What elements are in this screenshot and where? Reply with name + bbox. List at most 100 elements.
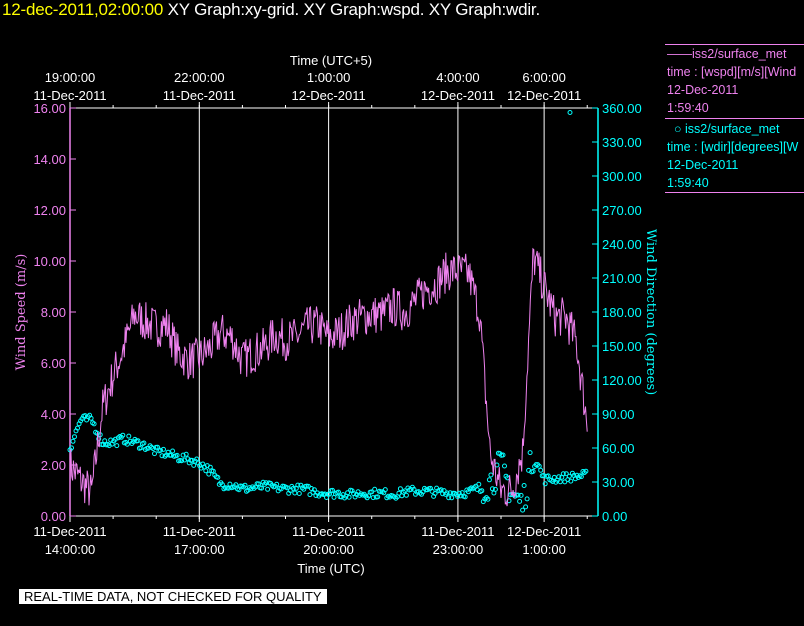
legend-wspd: ——iss2/surface_met time : [wspd][m/s][Wi… <box>667 45 804 117</box>
right-tick-label: 300.00 <box>602 169 642 184</box>
x-tick-label-date: 11-Dec-2011 <box>33 524 106 539</box>
wdir-point <box>91 421 97 427</box>
x-top-tick-label-date: 11-Dec-2011 <box>163 88 236 103</box>
tick-labels: 11-Dec-2011 14:00:00 11-Dec-2011 17:00:00 11… <box>33 70 641 557</box>
grid-lines <box>198 108 545 516</box>
left-tick-label: 16.00 <box>33 101 66 116</box>
x-top-tick-label-time: 19:00:00 <box>45 70 96 85</box>
right-tick-label: 150.00 <box>602 339 642 354</box>
wdir-point <box>560 471 566 477</box>
wdir-point <box>265 486 271 492</box>
quality-warning: REAL-TIME DATA, NOT CHECKED FOR QUALITY <box>19 589 327 604</box>
wdir-point <box>180 452 186 458</box>
right-tick-label: 180.00 <box>602 305 642 320</box>
wdir-point <box>523 504 529 510</box>
wdir-point <box>120 432 126 438</box>
wspd-line <box>69 247 588 507</box>
wdir-point <box>527 450 533 456</box>
wdir-point <box>489 486 495 492</box>
wdir-point <box>108 437 114 443</box>
wdir-point <box>183 451 189 457</box>
x-top-tick-label-date: 11-Dec-2011 <box>33 88 106 103</box>
header-datetime: 12-dec-2011,02:00:00 <box>2 0 164 19</box>
wdir-point <box>152 451 157 457</box>
right-tick-label: 270.00 <box>602 203 642 218</box>
wdir-point <box>432 491 438 496</box>
wdir-point <box>263 480 269 486</box>
left-tick-label: 12.00 <box>33 203 66 218</box>
wdir-point <box>287 488 293 494</box>
left-tick-label: 4.00 <box>41 407 66 422</box>
wdir-point <box>191 462 197 468</box>
wdir-point <box>563 471 569 477</box>
x-top-tick-label-date: 12-Dec-2011 <box>421 88 495 103</box>
wdir-point <box>538 467 544 473</box>
wdir-point <box>524 496 530 502</box>
legend-wspd-date: 12-Dec-2011 <box>667 83 739 97</box>
graph-header: 12-dec-2011,02:00:00 XY Graph:xy-grid. X… <box>2 0 540 20</box>
wdir-point <box>296 491 302 496</box>
wdir-point <box>179 458 185 464</box>
wdir-point <box>382 487 388 493</box>
legend-divider-3 <box>665 192 804 193</box>
wdir-point <box>182 457 188 463</box>
wdir-point <box>311 487 317 493</box>
wdir-point <box>295 482 301 488</box>
wdir-point <box>566 473 572 479</box>
wdir-point <box>233 482 239 488</box>
wdir-point <box>578 474 584 480</box>
chart-axes <box>69 102 599 522</box>
wdir-point <box>568 478 574 484</box>
x-axis-label-bottom: Time (UTC) <box>297 561 364 576</box>
wdir-point <box>158 447 163 453</box>
x-tick-label-date: 11-Dec-2011 <box>163 524 236 539</box>
legend-divider-2 <box>665 118 804 119</box>
wdir-point <box>174 452 180 458</box>
wdir-point <box>438 487 444 493</box>
wdir-point <box>402 488 408 494</box>
legend-wdir-name: iss2/surface_met <box>685 122 780 136</box>
legend-wdir-variable: time : [wdir][degrees][W <box>667 140 799 154</box>
x-top-tick-label-time: 6:00:00 <box>522 70 565 85</box>
wdir-point <box>219 482 225 488</box>
wdir-point <box>506 498 512 504</box>
left-tick-label: 2.00 <box>41 458 66 473</box>
x-top-tick-label-date: 12-Dec-2011 <box>507 88 581 103</box>
wdir-outlier-point <box>567 110 573 115</box>
wdir-point <box>242 482 248 488</box>
x-tick-label-time: 1:00:00 <box>522 542 565 557</box>
wdir-point <box>284 485 290 491</box>
left-tick-label: 10.00 <box>33 254 66 269</box>
wdir-point <box>82 413 88 419</box>
wdir-point <box>206 471 212 477</box>
wdir-point <box>290 485 296 491</box>
wdir-point <box>124 441 130 447</box>
wdir-point <box>170 448 176 454</box>
circle-symbol-icon: ○ <box>673 122 682 136</box>
right-tick-label: 60.00 <box>602 441 635 456</box>
wdir-point <box>345 490 351 496</box>
right-tick-label: 210.00 <box>602 271 642 286</box>
wdir-point <box>114 443 120 449</box>
x-top-tick-label-time: 22:00:00 <box>174 70 225 85</box>
wdir-point <box>203 468 209 474</box>
left-tick-label: 0.00 <box>41 509 66 524</box>
wdir-point <box>583 468 589 474</box>
x-top-tick-label-date: 12-Dec-2011 <box>292 88 366 103</box>
wdir-point <box>447 490 453 496</box>
right-tick-label: 0.00 <box>602 509 627 524</box>
wdir-point <box>486 477 492 483</box>
wdir-point <box>444 490 450 496</box>
right-tick-label: 240.00 <box>602 237 642 252</box>
wdir-point <box>159 453 165 459</box>
line-symbol-icon: —— <box>667 47 692 61</box>
wdir-point <box>225 485 231 491</box>
wdir-point <box>69 445 74 451</box>
y-axis-label-right: Wind Direction (degrees) <box>643 229 658 395</box>
wdir-point <box>189 457 195 463</box>
wdir-point <box>88 415 94 421</box>
wdir-point <box>520 507 526 513</box>
wdir-point <box>492 486 498 492</box>
wdir-point <box>449 495 455 501</box>
